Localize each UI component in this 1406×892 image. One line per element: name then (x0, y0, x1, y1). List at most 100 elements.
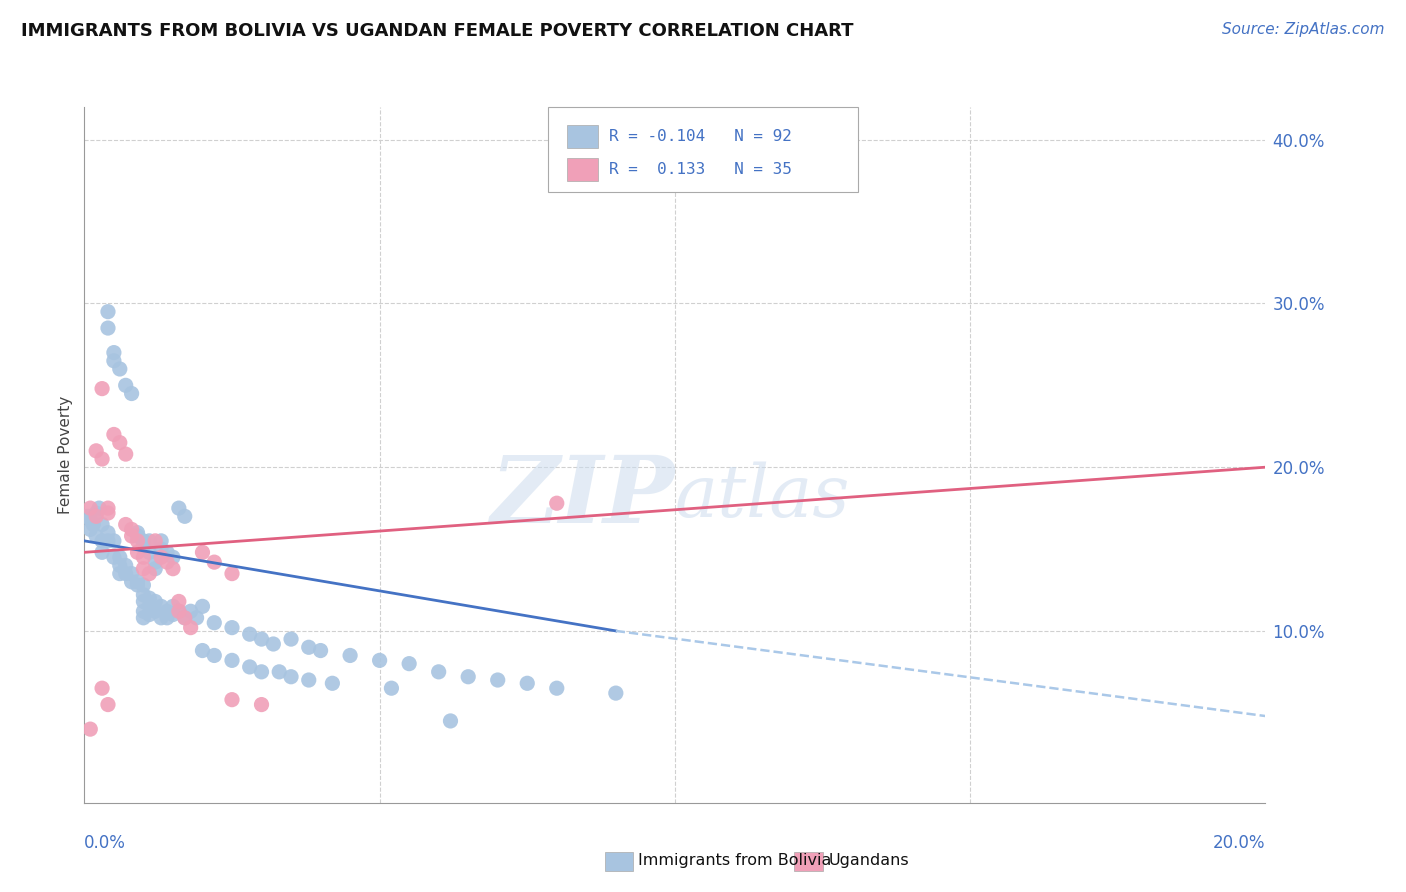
Point (162, 599, 184, 614)
Point (138, 599, 160, 614)
Point (114, 447, 136, 461)
Point (121, 523, 143, 537)
Point (97, 506, 120, 520)
Point (114, 566, 136, 581)
Point (191, 545, 214, 559)
Point (250, 632, 273, 646)
Point (114, 517, 136, 532)
Point (91, 517, 114, 532)
Point (103, 533, 125, 548)
Point (97, 321, 120, 335)
Y-axis label: Female Poverty: Female Poverty (58, 396, 73, 514)
Point (79, 523, 101, 537)
Point (150, 599, 173, 614)
Point (262, 637, 284, 651)
Point (84, 443, 107, 458)
Point (127, 578, 149, 592)
Point (87, 501, 111, 516)
Point (138, 607, 160, 622)
Point (121, 529, 143, 543)
Point (97, 304, 120, 318)
Point (439, 714, 461, 728)
Point (167, 594, 190, 608)
Point (321, 676, 343, 690)
Text: R =  0.133   N = 35: R = 0.133 N = 35 (609, 162, 792, 177)
Point (605, 686, 627, 700)
Point (132, 604, 155, 618)
Point (127, 529, 149, 543)
Point (150, 533, 173, 548)
Point (91, 382, 114, 396)
Point (127, 533, 149, 548)
Point (127, 545, 149, 559)
Point (121, 566, 143, 581)
Point (79, 512, 101, 526)
Point (91, 533, 114, 548)
Point (180, 604, 202, 618)
Point (143, 555, 166, 569)
Point (132, 533, 155, 548)
Point (221, 566, 243, 581)
Point (143, 594, 166, 608)
Point (121, 386, 143, 401)
Point (427, 665, 450, 679)
Point (108, 550, 131, 565)
Point (79, 501, 101, 516)
Text: Immigrants from Bolivia: Immigrants from Bolivia (638, 854, 832, 868)
Text: R = -0.104   N = 92: R = -0.104 N = 92 (609, 129, 792, 144)
Point (546, 681, 568, 696)
Point (156, 604, 179, 618)
Point (298, 673, 321, 687)
Point (143, 562, 166, 576)
Point (121, 574, 143, 589)
Point (138, 533, 160, 548)
Point (239, 627, 262, 641)
Point (114, 558, 136, 573)
Point (167, 501, 190, 516)
Point (150, 550, 173, 565)
Point (138, 545, 160, 559)
Text: Source: ZipAtlas.com: Source: ZipAtlas.com (1222, 22, 1385, 37)
Point (546, 496, 568, 510)
Point (84, 529, 107, 543)
Point (143, 604, 166, 618)
Point (368, 653, 391, 667)
Point (103, 353, 125, 368)
Point (167, 604, 190, 618)
Point (173, 509, 195, 524)
Point (191, 599, 214, 614)
Point (221, 621, 243, 635)
Point (138, 591, 160, 606)
Point (132, 578, 155, 592)
Point (103, 427, 125, 442)
Point (380, 681, 402, 696)
Point (84, 509, 107, 524)
Point (132, 594, 155, 608)
Point (167, 604, 190, 618)
Point (221, 692, 243, 706)
Point (398, 657, 420, 671)
Point (191, 643, 214, 657)
Point (132, 588, 155, 602)
Point (84, 506, 107, 520)
Point (91, 452, 114, 467)
Point (138, 566, 160, 581)
Point (132, 539, 155, 553)
Text: 0.0%: 0.0% (84, 834, 127, 852)
Point (162, 550, 184, 565)
Point (202, 648, 225, 663)
Point (298, 640, 321, 655)
Point (79, 722, 101, 736)
Point (108, 435, 131, 450)
Point (143, 533, 166, 548)
Point (239, 660, 262, 674)
Point (91, 545, 114, 559)
Point (156, 545, 179, 559)
Point (250, 698, 273, 712)
Point (127, 525, 149, 540)
Point (91, 681, 114, 696)
Point (202, 615, 225, 630)
Point (132, 611, 155, 625)
Point (280, 632, 302, 646)
Point (156, 611, 179, 625)
